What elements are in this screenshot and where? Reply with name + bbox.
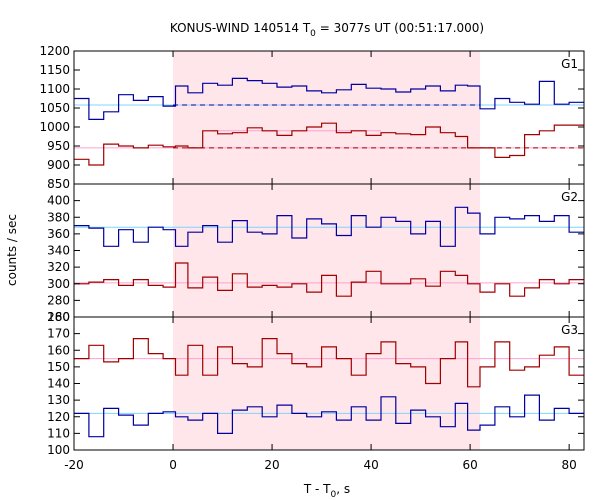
panel-g2-blue-histogram <box>74 206 584 247</box>
y-tick-label: 950 <box>47 139 70 153</box>
x-tick-label: 0 <box>169 458 177 472</box>
x-tick-label: -20 <box>64 458 84 472</box>
y-tick-label: 180 <box>47 310 70 324</box>
shaded-interval <box>173 51 481 450</box>
y-tick-label: 400 <box>47 194 70 208</box>
y-tick-label: 1200 <box>39 44 70 58</box>
y-tick-label: 1000 <box>39 120 70 134</box>
y-tick-label: 380 <box>47 210 70 224</box>
y-tick-label: 300 <box>47 277 70 291</box>
panel-g1-red-histogram <box>74 122 584 166</box>
panel-g1-blue-histogram <box>74 77 584 120</box>
y-tick-label: 360 <box>47 227 70 241</box>
shaded-interval-layer <box>173 51 481 450</box>
panel-g1 <box>74 77 584 166</box>
y-tick-label: 140 <box>47 377 70 391</box>
x-axis-label: T - T0, s <box>303 482 350 500</box>
y-tick-label: 130 <box>47 393 70 407</box>
x-tick-label: 60 <box>462 458 477 472</box>
panel-label-g1: G1 <box>561 57 578 71</box>
panel-g2-red-histogram <box>74 262 584 297</box>
y-tick-label: 1050 <box>39 101 70 115</box>
y-tick-label: 320 <box>47 260 70 274</box>
x-tick-label: 40 <box>363 458 378 472</box>
y-tick-label: 120 <box>47 410 70 424</box>
y-tick-label: 110 <box>47 426 70 440</box>
y-axis-label: counts / sec <box>5 214 19 286</box>
y-tick-label: 260 <box>47 310 70 324</box>
y-tick-label: 1150 <box>39 63 70 77</box>
y-tick-label: 280 <box>47 293 70 307</box>
y-tick-label: 1100 <box>39 82 70 96</box>
y-tick-label: 150 <box>47 360 70 374</box>
panel-g3 <box>74 338 584 438</box>
y-tick-label: 850 <box>47 177 70 191</box>
y-tick-label: 340 <box>47 244 70 258</box>
y-tick-label: 100 <box>47 443 70 457</box>
panel-g3-red-histogram <box>74 338 584 388</box>
axes-layer: 85090095010001050110011501200G1260280300… <box>39 44 585 472</box>
y-tick-label: 170 <box>47 327 70 341</box>
panel-g3-blue-histogram <box>74 394 584 438</box>
panel-label-g3: G3 <box>561 323 578 337</box>
x-tick-label: 80 <box>562 458 577 472</box>
x-tick-label: 20 <box>264 458 279 472</box>
y-tick-label: 160 <box>47 343 70 357</box>
panel-g2 <box>74 206 584 297</box>
chart-title: KONUS-WIND 140514 T0 = 3077s UT (00:51:1… <box>170 21 484 39</box>
y-tick-label: 900 <box>47 158 70 172</box>
panel-label-g2: G2 <box>561 190 578 204</box>
plot-series-layer <box>74 77 584 438</box>
